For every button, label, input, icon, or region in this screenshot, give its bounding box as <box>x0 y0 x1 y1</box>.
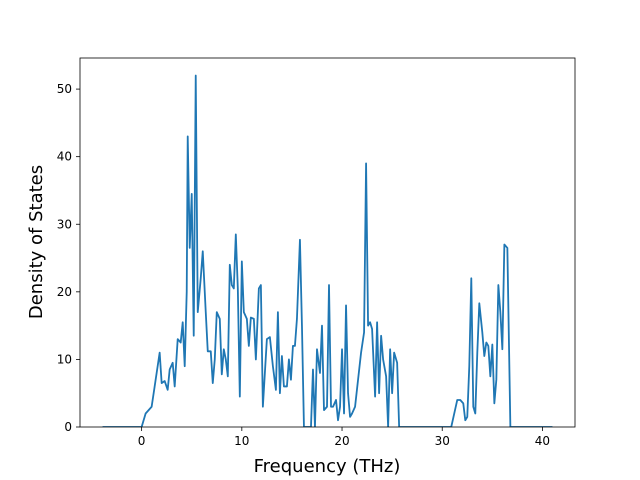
x-tick-label: 0 <box>138 434 146 448</box>
y-axis-label: Density of States <box>26 165 47 319</box>
plot-frame <box>79 57 576 428</box>
y-tick-label: 50 <box>57 82 72 96</box>
y-tick-label: 40 <box>57 150 72 164</box>
x-tick-label: 40 <box>535 434 550 448</box>
y-tick-label: 10 <box>57 352 72 366</box>
x-axis-label: Frequency (THz) <box>254 456 401 477</box>
y-tick-label: 30 <box>57 217 72 231</box>
line <box>102 74 553 427</box>
y-tick-label: 0 <box>64 420 72 434</box>
x-tick-label: 30 <box>435 434 450 448</box>
x-tick-label: 20 <box>334 434 349 448</box>
y-tick-label: 20 <box>57 285 72 299</box>
x-tick-label: 10 <box>234 434 249 448</box>
